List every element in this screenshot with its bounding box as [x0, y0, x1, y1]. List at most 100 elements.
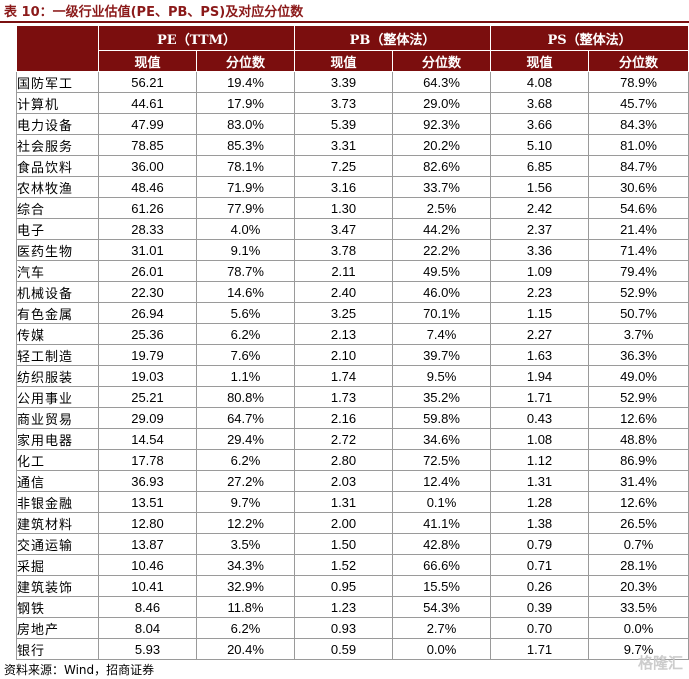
value-cell: 13.87: [98, 533, 197, 555]
industry-name-cell: 轻工制造: [16, 344, 99, 366]
value-cell: 3.5%: [196, 533, 295, 555]
value-cell: 14.54: [98, 428, 197, 450]
value-cell: 0.93: [294, 617, 393, 639]
value-cell: 12.80: [98, 512, 197, 534]
value-cell: 5.6%: [196, 302, 295, 324]
value-cell: 12.2%: [196, 512, 295, 534]
value-cell: 78.1%: [196, 155, 295, 177]
header-pb-current: 现值: [294, 50, 393, 72]
value-cell: 72.5%: [391, 449, 492, 471]
value-cell: 64.3%: [391, 71, 492, 93]
value-cell: 17.78: [98, 449, 197, 471]
value-cell: 34.3%: [196, 554, 295, 576]
value-cell: 85.3%: [196, 134, 295, 156]
value-cell: 9.5%: [391, 365, 492, 387]
value-cell: 54.6%: [588, 197, 689, 219]
value-cell: 64.7%: [196, 407, 295, 429]
value-cell: 33.7%: [391, 176, 492, 198]
value-cell: 4.0%: [196, 218, 295, 240]
industry-name-cell: 通信: [16, 470, 99, 492]
table-row: 国防军工 56.21 19.4% 3.39 64.3% 4.08 78.9%: [16, 71, 689, 93]
value-cell: 66.6%: [391, 554, 492, 576]
value-cell: 33.5%: [588, 596, 689, 618]
industry-name-cell: 计算机: [16, 92, 99, 114]
value-cell: 0.43: [490, 407, 590, 429]
header-pe-current: 现值: [98, 50, 197, 72]
table-row: 采掘 10.46 34.3% 1.52 66.6% 0.71 28.1%: [16, 554, 689, 576]
value-cell: 2.7%: [391, 617, 492, 639]
industry-name-cell: 建筑材料: [16, 512, 99, 534]
value-cell: 70.1%: [391, 302, 492, 324]
table-row: 钢铁 8.46 11.8% 1.23 54.3% 0.39 33.5%: [16, 596, 689, 618]
header-sub-row: 现值 分位数 现值 分位数 现值 分位数: [17, 50, 689, 72]
value-cell: 2.40: [294, 281, 393, 303]
value-cell: 2.03: [294, 470, 393, 492]
table-row: 家用电器 14.54 29.4% 2.72 34.6% 1.08 48.8%: [16, 428, 689, 450]
value-cell: 2.5%: [391, 197, 492, 219]
value-cell: 12.6%: [588, 407, 689, 429]
value-cell: 3.66: [490, 113, 590, 135]
value-cell: 2.16: [294, 407, 393, 429]
industry-name-cell: 电力设备: [16, 113, 99, 135]
value-cell: 0.71: [490, 554, 590, 576]
value-cell: 78.85: [98, 134, 197, 156]
industry-name-cell: 公用事业: [16, 386, 99, 408]
value-cell: 3.39: [294, 71, 393, 93]
value-cell: 56.21: [98, 71, 197, 93]
value-cell: 9.1%: [196, 239, 295, 261]
value-cell: 9.7%: [588, 638, 689, 660]
value-cell: 22.2%: [391, 239, 492, 261]
header-ps: PS（整体法）: [490, 25, 689, 51]
value-cell: 2.80: [294, 449, 393, 471]
industry-name-cell: 食品饮料: [16, 155, 99, 177]
industry-name-cell: 化工: [16, 449, 99, 471]
value-cell: 27.2%: [196, 470, 295, 492]
value-cell: 6.2%: [196, 323, 295, 345]
value-cell: 0.1%: [391, 491, 492, 513]
value-cell: 3.68: [490, 92, 590, 114]
value-cell: 3.78: [294, 239, 393, 261]
value-cell: 25.36: [98, 323, 197, 345]
value-cell: 45.7%: [588, 92, 689, 114]
value-cell: 59.8%: [391, 407, 492, 429]
industry-name-cell: 非银金融: [16, 491, 99, 513]
value-cell: 2.42: [490, 197, 590, 219]
value-cell: 1.38: [490, 512, 590, 534]
value-cell: 49.5%: [391, 260, 492, 282]
header-pb: PB（整体法）: [293, 25, 492, 51]
value-cell: 12.4%: [391, 470, 492, 492]
table-row: 农林牧渔 48.46 71.9% 3.16 33.7% 1.56 30.6%: [16, 176, 689, 198]
value-cell: 19.79: [98, 344, 197, 366]
value-cell: 26.01: [98, 260, 197, 282]
table-row: 汽车 26.01 78.7% 2.11 49.5% 1.09 79.4%: [16, 260, 689, 282]
table-row: 非银金融 13.51 9.7% 1.31 0.1% 1.28 12.6%: [16, 491, 689, 513]
industry-name-cell: 建筑装饰: [16, 575, 99, 597]
value-cell: 1.08: [490, 428, 590, 450]
value-cell: 92.3%: [391, 113, 492, 135]
table-row: 电力设备 47.99 83.0% 5.39 92.3% 3.66 84.3%: [16, 113, 689, 135]
table-row: 医药生物 31.01 9.1% 3.78 22.2% 3.36 71.4%: [16, 239, 689, 261]
value-cell: 77.9%: [196, 197, 295, 219]
value-cell: 2.23: [490, 281, 590, 303]
industry-name-cell: 钢铁: [16, 596, 99, 618]
value-cell: 48.8%: [588, 428, 689, 450]
value-cell: 19.03: [98, 365, 197, 387]
industry-name-cell: 家用电器: [16, 428, 99, 450]
header-corner: [16, 25, 99, 72]
value-cell: 0.39: [490, 596, 590, 618]
value-cell: 2.27: [490, 323, 590, 345]
value-cell: 1.63: [490, 344, 590, 366]
header-ps-percentile: 分位数: [588, 50, 689, 72]
value-cell: 81.0%: [588, 134, 689, 156]
value-cell: 83.0%: [196, 113, 295, 135]
header-pe: PE（TTM）: [98, 25, 295, 51]
value-cell: 1.30: [294, 197, 393, 219]
table-row: 机械设备 22.30 14.6% 2.40 46.0% 2.23 52.9%: [16, 281, 689, 303]
industry-name-cell: 商业贸易: [16, 407, 99, 429]
table-row: 通信 36.93 27.2% 2.03 12.4% 1.31 31.4%: [16, 470, 689, 492]
value-cell: 0.59: [294, 638, 393, 660]
value-cell: 78.9%: [588, 71, 689, 93]
value-cell: 84.7%: [588, 155, 689, 177]
value-cell: 42.8%: [391, 533, 492, 555]
header-pe-percentile: 分位数: [196, 50, 295, 72]
